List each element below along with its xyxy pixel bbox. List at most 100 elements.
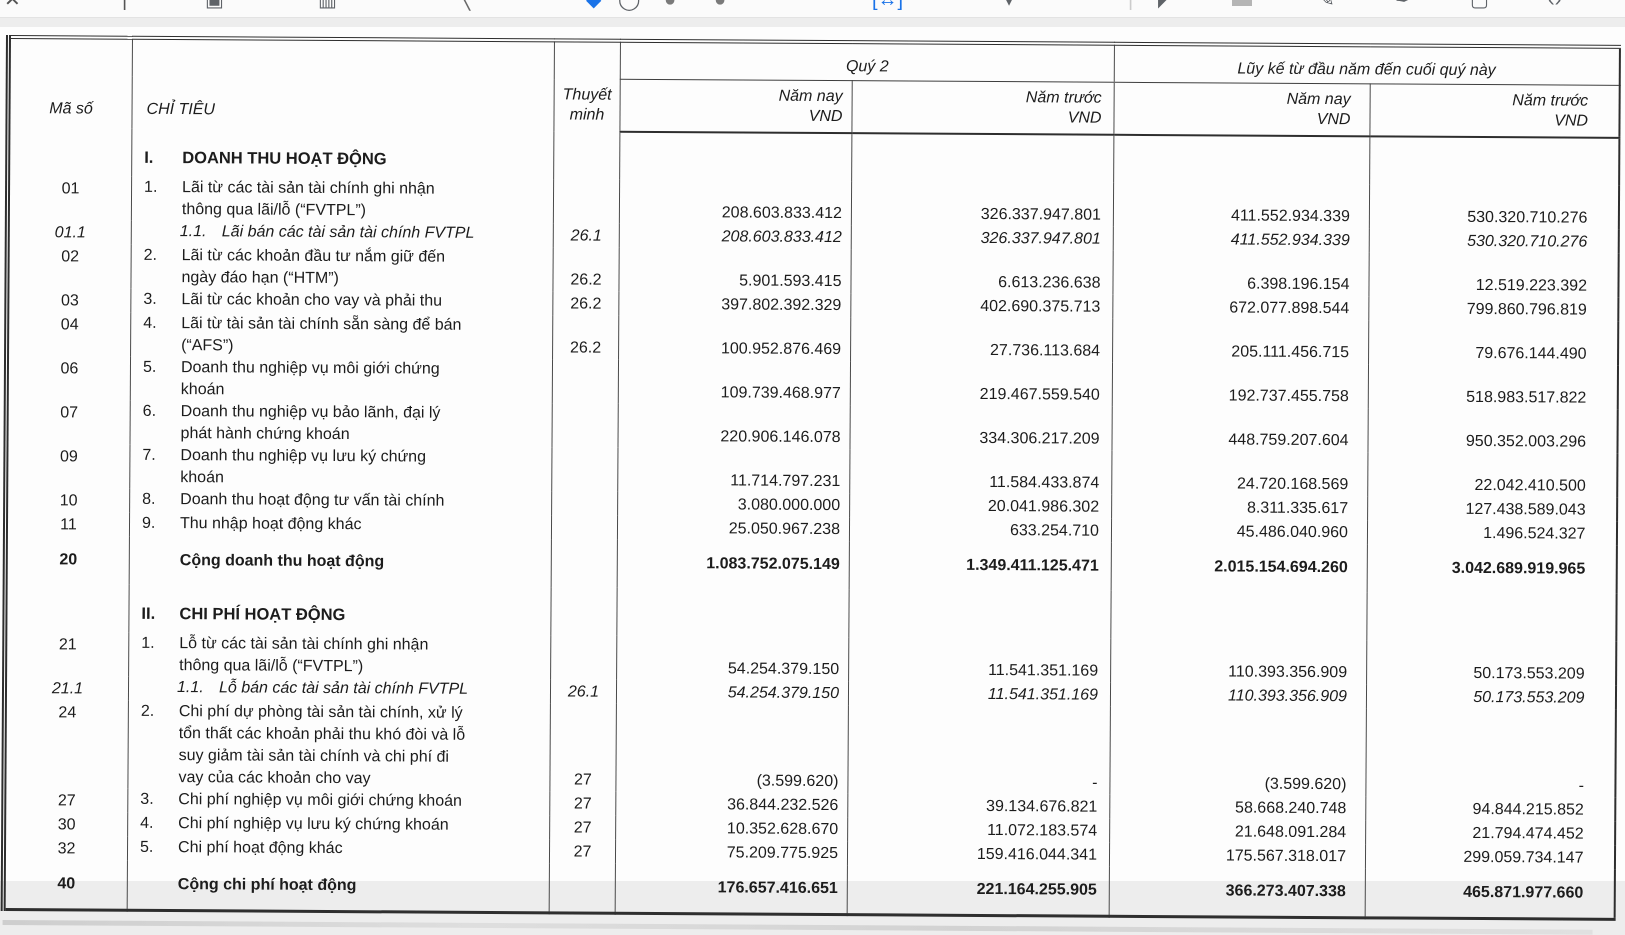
comment-icon[interactable]: ◆ <box>586 0 601 10</box>
row-ytd-current-value: 2.015.154.694.260 <box>1111 543 1367 593</box>
row-q2-prior-value: 326.337.947.801 <box>851 181 1113 227</box>
row-label: 5.Doanh thu nghiệp vụ môi giới chứng kho… <box>130 357 552 404</box>
income-statement-table: Mã số CHỈ TIÊU Thuyết minh Quý 2 Lũy kế … <box>1 35 1621 921</box>
row-ytd-prior-value: 12.519.223.392 <box>1369 252 1618 298</box>
row-label: 1.Lỗ từ các tài sản tài chính ghi nhận t… <box>129 633 551 680</box>
row-ytd-prior-value: 50.173.553.209 <box>1366 684 1615 710</box>
pdf-viewer-toolbar: ✕ | ▣ ▥ ╲ ◆ ◯ ● ● [↔] ▾ | ◤ ▬ ✎ ✒ ▢ ‹› <box>0 0 1625 18</box>
copy-page-icon[interactable]: ▣ <box>205 0 224 10</box>
row-code: 06 <box>6 356 130 401</box>
row-item-number: 4. <box>143 313 181 335</box>
row-label: 7.Doanh thu nghiệp vụ lưu ký chứng khoán <box>130 445 552 492</box>
row-ytd-prior-value: 21.794.474.452 <box>1366 820 1615 846</box>
row-q2-prior-value: 221.164.255.905 <box>847 865 1109 916</box>
row-label: 1.1.Lãi bán các tài sản tài chính FVTPL <box>131 221 553 248</box>
row-ytd-prior-value: 22.042.410.500 <box>1368 452 1617 498</box>
row-code: 10 <box>6 488 130 513</box>
header-q2-nam-nay: Năm nay VND <box>620 79 852 133</box>
row-item-number: 5. <box>143 357 181 379</box>
header-thuyet-minh: Thuyết minh <box>554 40 621 131</box>
row-note-ref: 27 <box>550 815 616 839</box>
row-note-ref: 27 <box>550 791 616 815</box>
row-note-ref <box>552 403 618 447</box>
row-item-text: Lỗ từ các tài sản tài chính ghi nhận thô… <box>179 633 428 679</box>
pen-stroke-icon[interactable]: ╲ <box>458 0 470 10</box>
row-q2-current-value <box>620 132 852 181</box>
rotate-icon[interactable]: ◯ <box>618 0 640 10</box>
row-note-ref <box>551 635 617 679</box>
row-ytd-prior-value: 299.059.734.147 <box>1365 844 1614 870</box>
header-chi-tieu: CHỈ TIÊU <box>132 38 555 132</box>
draw-tool-icon[interactable]: ✎ <box>1318 0 1335 10</box>
more-tools-icon[interactable]: ‹› <box>1548 0 1561 10</box>
snapshot-icon[interactable]: ▥ <box>318 0 337 10</box>
text-cursor-icon[interactable]: | <box>122 0 127 10</box>
row-note-ref <box>549 863 615 913</box>
row-item-number: 8. <box>142 489 180 511</box>
row-q2-current-value: 10.352.628.670 <box>616 816 848 841</box>
stamp-tool-icon[interactable]: ▢ <box>1470 0 1489 10</box>
row-note-ref <box>552 447 618 491</box>
row-code: 21.1 <box>4 676 128 701</box>
next-page-icon[interactable]: ● <box>714 0 726 10</box>
row-label: 9.Thu nhập hoạt động khác <box>129 513 551 540</box>
row-note-ref: 26.1 <box>553 223 619 247</box>
row-ytd-current-value: (3.599.620) <box>1110 707 1367 797</box>
row-item-number: II. <box>141 603 179 625</box>
row-item-number: 3. <box>140 789 178 811</box>
row-label: 6.Doanh thu nghiệp vụ bảo lãnh, đại lý p… <box>130 401 552 448</box>
row-ytd-prior-value: 127.438.589.043 <box>1368 496 1617 522</box>
row-note-ref <box>552 359 618 403</box>
row-q2-current-value: 176.657.416.651 <box>615 864 847 915</box>
row-q2-prior-value: 11.541.351.169 <box>848 681 1110 707</box>
fit-width-icon[interactable]: [↔] <box>872 0 903 10</box>
page-number-input[interactable] <box>748 13 810 18</box>
row-code: 21 <box>5 632 129 677</box>
row-q2-prior-value: 39.134.676.821 <box>848 793 1110 819</box>
row-label: 3.Lãi từ các khoản cho vay và phải thu <box>131 289 553 316</box>
row-item-text: Doanh thu nghiệp vụ môi giới chứng khoán <box>181 357 440 403</box>
row-q2-prior-value: 402.690.375.713 <box>851 293 1113 319</box>
row-note-ref: 27 <box>549 839 615 863</box>
row-code: 40 <box>3 860 127 910</box>
row-item-text: Chi phí hoạt động khác <box>178 837 343 860</box>
toolbar-divider: | <box>1128 0 1133 10</box>
row-q2-prior-value: 6.613.236.638 <box>851 249 1113 295</box>
row-item-number: 5. <box>140 837 178 859</box>
zoom-dropdown-icon[interactable]: ▾ <box>1004 0 1014 10</box>
row-code <box>8 128 132 177</box>
row-ytd-current-value: 45.486.040.960 <box>1111 519 1367 545</box>
row-code: 11 <box>5 512 129 537</box>
row-note-ref <box>554 131 620 179</box>
header-ytd-nam-nay: Năm nay VND <box>1114 82 1370 136</box>
row-ytd-current-value: 6.398.196.154 <box>1113 251 1369 297</box>
row-q2-current-value: 54.254.379.150 <box>616 680 848 705</box>
sign-tool-icon[interactable]: ✒ <box>1395 0 1412 10</box>
row-note-ref <box>553 179 619 223</box>
row-q2-current-value: 3.080.000.000 <box>618 492 850 517</box>
row-item-text: Thu nhập hoạt động khác <box>180 513 362 536</box>
row-ytd-current-value <box>1111 591 1367 641</box>
header-q2-nam-truoc: Năm trước VND <box>852 81 1114 135</box>
row-ytd-prior-value <box>1370 136 1619 186</box>
row-ytd-current-value: 205.111.456.715 <box>1113 319 1369 365</box>
row-q2-current-value: 54.254.379.150 <box>617 636 849 681</box>
highlight-tool-icon[interactable]: ▬ <box>1232 0 1252 10</box>
prev-page-icon[interactable]: ● <box>664 0 676 10</box>
row-ytd-prior-value: 465.871.977.660 <box>1365 868 1614 919</box>
row-item-number: 2. <box>141 701 179 723</box>
row-q2-current-value: 11.714.797.231 <box>618 448 850 493</box>
row-ytd-current-value: 21.648.091.284 <box>1110 819 1366 845</box>
row-item-text: Lỗ bán các tài sản tài chính FVTPL <box>219 677 468 701</box>
row-q2-prior-value: 11.584.433.874 <box>850 449 1112 495</box>
row-q2-prior-value: 11.072.183.574 <box>848 817 1110 843</box>
row-note-ref <box>551 515 617 539</box>
row-ytd-prior-value: 1.496.524.327 <box>1367 520 1616 546</box>
row-q2-current-value: 208.603.833.412 <box>619 180 851 225</box>
select-tool-icon[interactable]: ◤ <box>1158 0 1173 10</box>
row-note-ref: 26.2 <box>553 291 619 315</box>
row-note-ref: 27 <box>550 703 617 791</box>
row-ytd-prior-value: 950.352.003.296 <box>1368 408 1617 454</box>
scissors-icon[interactable]: ✕ <box>4 0 21 10</box>
row-code: 01 <box>7 176 131 221</box>
